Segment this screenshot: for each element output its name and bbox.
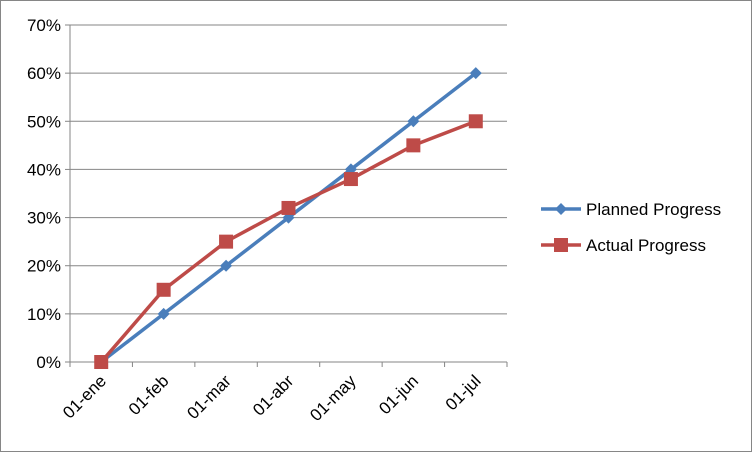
legend-marker (555, 203, 567, 215)
x-tick-label: 01-jul (442, 371, 485, 414)
legend-label: Planned Progress (586, 200, 721, 219)
data-point (406, 138, 421, 153)
y-tick-label: 20% (27, 257, 61, 276)
data-point (157, 307, 170, 320)
series-group (94, 67, 483, 369)
y-axis-ticks: 0% 10% 20% 30% 40% 50% 60% 70% (27, 16, 70, 372)
series-actual-progress (94, 114, 483, 369)
data-point (156, 282, 171, 297)
legend-item: Planned Progress (541, 200, 721, 219)
data-point (343, 172, 358, 187)
x-tick-label: 01-jun (375, 371, 422, 418)
y-tick-label: 60% (27, 64, 61, 83)
axes (69, 25, 507, 363)
y-tick-label: 10% (27, 305, 61, 324)
series-line (99, 119, 477, 364)
gridlines (70, 24, 507, 315)
x-tick-label: 01-abr (249, 371, 297, 419)
y-tick-label: 50% (27, 112, 61, 131)
legend-label: Actual Progress (586, 236, 706, 255)
legend-item: Actual Progress (541, 236, 706, 255)
y-tick-label: 40% (27, 160, 61, 179)
x-tick-label: 01-feb (125, 371, 173, 419)
data-point (94, 355, 109, 369)
data-point (220, 259, 233, 272)
legend: Planned Progress Actual Progress (541, 200, 721, 255)
x-tick-label: 01-mar (183, 371, 235, 423)
y-tick-label: 70% (27, 16, 61, 35)
y-tick-label: 30% (27, 209, 61, 228)
x-axis-ticks: 01-ene 01-feb 01-mar 01-abr 01-may 01-jun 01-j… (59, 362, 508, 425)
data-point (407, 115, 420, 128)
x-tick-label: 01-may (306, 371, 360, 425)
data-point (468, 114, 483, 129)
data-point (219, 234, 234, 249)
data-point (281, 200, 296, 215)
x-tick-label: 01-ene (59, 371, 110, 422)
y-tick-label: 0% (36, 353, 61, 372)
data-point (469, 67, 482, 80)
legend-marker (554, 238, 568, 252)
